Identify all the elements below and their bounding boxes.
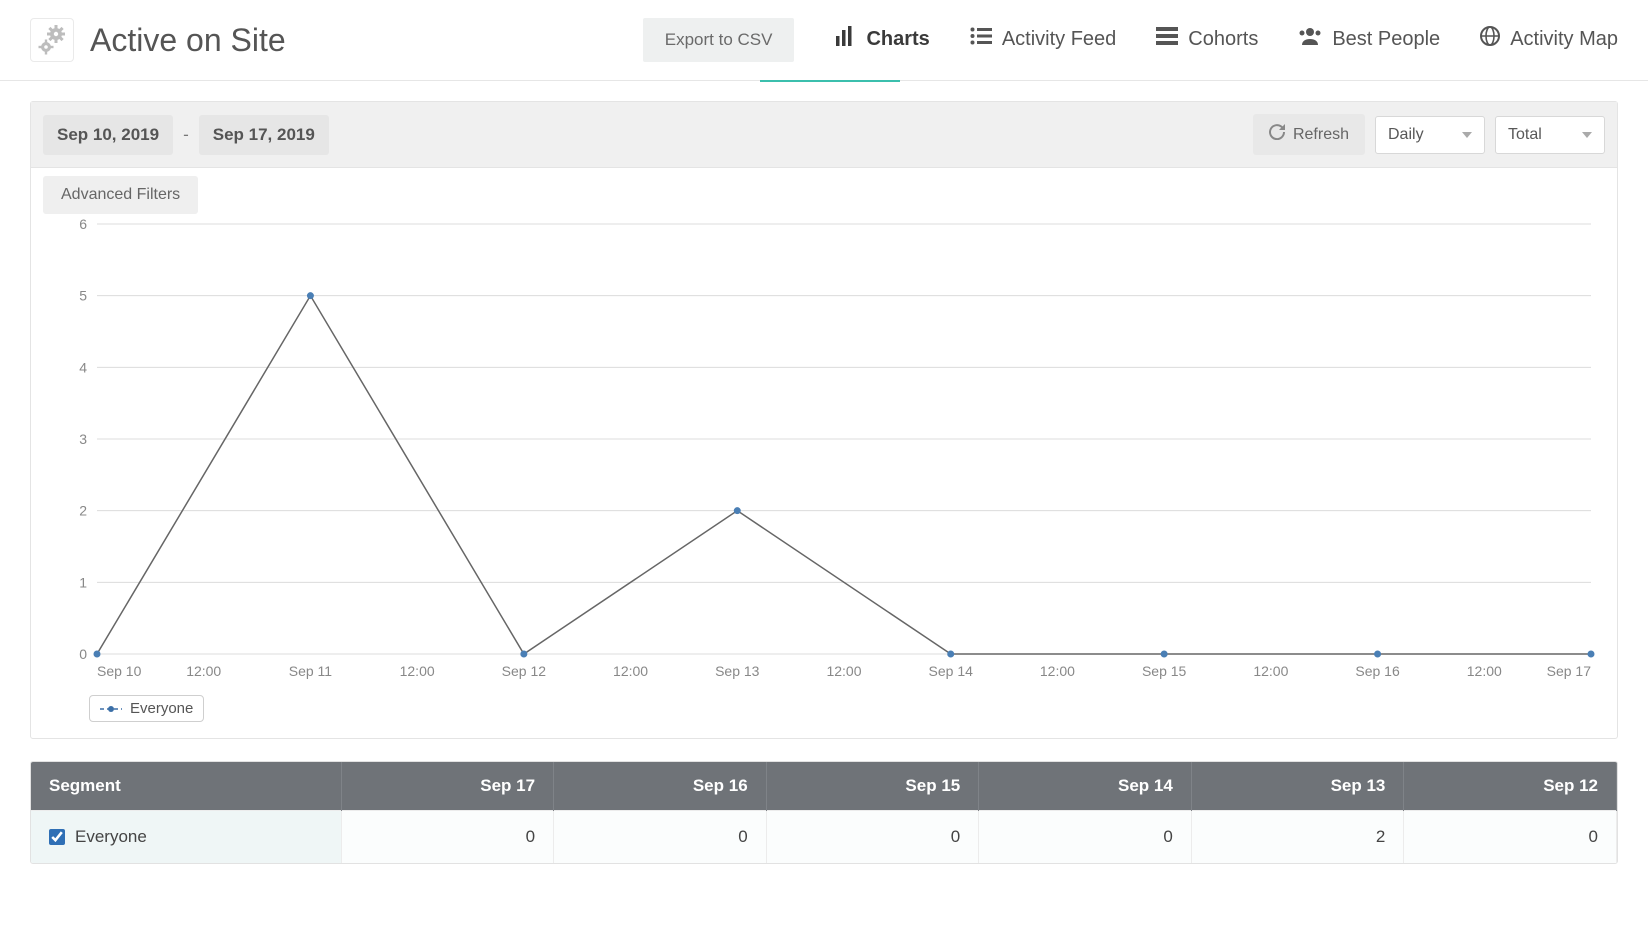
svg-text:Sep 12: Sep 12 [502, 663, 547, 679]
people-icon [1298, 27, 1322, 51]
svg-text:4: 4 [79, 359, 87, 375]
table-column-header[interactable]: Sep 12 [1404, 762, 1617, 811]
value-cell: 0 [554, 811, 767, 864]
value-cell: 0 [341, 811, 554, 864]
refresh-icon [1269, 124, 1285, 145]
chart-legend[interactable]: Everyone [89, 695, 204, 722]
value-cell: 2 [1191, 811, 1404, 864]
svg-text:Sep 10: Sep 10 [97, 663, 142, 679]
svg-text:12:00: 12:00 [1040, 663, 1075, 679]
svg-text:1: 1 [79, 574, 87, 590]
top-nav: Export to CSV Charts Activity Feed Cohor… [643, 18, 1618, 62]
legend-label: Everyone [130, 700, 193, 717]
svg-text:Sep 15: Sep 15 [1142, 663, 1187, 679]
nav-tab-activity-map[interactable]: Activity Map [1480, 26, 1618, 54]
svg-text:12:00: 12:00 [400, 663, 435, 679]
nav-tab-activity-feed[interactable]: Activity Feed [970, 27, 1116, 53]
date-range-separator: - [173, 125, 199, 145]
table-column-header[interactable]: Sep 13 [1191, 762, 1404, 811]
table-column-header[interactable]: Sep 16 [554, 762, 767, 811]
export-csv-button[interactable]: Export to CSV [643, 18, 795, 62]
list-icon [970, 27, 992, 51]
gears-icon [30, 18, 74, 62]
nav-label: Cohorts [1188, 28, 1258, 51]
chart-card: Sep 10, 2019 - Sep 17, 2019 Refresh Dail… [30, 101, 1618, 739]
date-start-chip[interactable]: Sep 10, 2019 [43, 115, 173, 155]
svg-text:0: 0 [79, 646, 87, 662]
nav-tab-charts[interactable]: Charts [834, 26, 929, 54]
svg-text:12:00: 12:00 [1467, 663, 1502, 679]
page-header: Active on Site Export to CSV Charts Acti… [0, 0, 1648, 81]
svg-text:12:00: 12:00 [826, 663, 861, 679]
svg-text:Sep 14: Sep 14 [929, 663, 974, 679]
svg-text:6: 6 [79, 216, 87, 232]
nav-label: Charts [866, 28, 929, 51]
bar-chart-icon [834, 26, 856, 52]
svg-text:3: 3 [79, 431, 87, 447]
date-end-chip[interactable]: Sep 17, 2019 [199, 115, 329, 155]
interval-value: Daily [1388, 126, 1424, 144]
segment-checkbox[interactable] [49, 829, 65, 845]
segment-cell: Everyone [31, 811, 341, 864]
svg-text:Sep 11: Sep 11 [289, 663, 333, 679]
nav-tab-cohorts[interactable]: Cohorts [1156, 27, 1258, 53]
nav-label: Activity Map [1510, 28, 1618, 51]
svg-text:Sep 13: Sep 13 [715, 663, 760, 679]
segment-table: SegmentSep 17Sep 16Sep 15Sep 14Sep 13Sep… [30, 761, 1618, 864]
svg-text:Sep 17: Sep 17 [1547, 663, 1592, 679]
page-title: Active on Site [90, 22, 286, 59]
table-header-row: SegmentSep 17Sep 16Sep 15Sep 14Sep 13Sep… [31, 762, 1617, 811]
svg-text:5: 5 [79, 288, 87, 304]
legend-marker-icon [100, 704, 122, 714]
nav-label: Activity Feed [1002, 28, 1116, 51]
value-cell: 0 [766, 811, 979, 864]
table-column-header[interactable]: Sep 17 [341, 762, 554, 811]
line-chart: 0 1 2 3 4 5 6 Sep 10 12:00 Sep 11 12:00 Sep 12 12:00… [47, 214, 1601, 684]
table-row: Everyone000020 [31, 811, 1617, 864]
table-column-header[interactable]: Segment [31, 762, 341, 811]
nav-label: Best People [1332, 28, 1440, 51]
aggregate-select[interactable]: Total [1495, 116, 1605, 154]
refresh-button[interactable]: Refresh [1253, 114, 1365, 155]
layers-icon [1156, 27, 1178, 51]
chart-toolbar: Sep 10, 2019 - Sep 17, 2019 Refresh Dail… [31, 102, 1617, 168]
svg-text:12:00: 12:00 [613, 663, 648, 679]
globe-icon [1480, 26, 1500, 52]
advanced-filters-button[interactable]: Advanced Filters [43, 176, 198, 214]
table-column-header[interactable]: Sep 14 [979, 762, 1192, 811]
svg-text:12:00: 12:00 [186, 663, 221, 679]
aggregate-value: Total [1508, 126, 1542, 144]
table-column-header[interactable]: Sep 15 [766, 762, 979, 811]
chevron-down-icon [1462, 132, 1472, 138]
nav-tab-best-people[interactable]: Best People [1298, 27, 1440, 53]
svg-text:2: 2 [79, 503, 87, 519]
svg-text:Sep 16: Sep 16 [1355, 663, 1400, 679]
active-tab-underline [760, 80, 900, 82]
value-cell: 0 [1404, 811, 1617, 864]
chevron-down-icon [1582, 132, 1592, 138]
segment-label: Everyone [75, 827, 147, 847]
value-cell: 0 [979, 811, 1192, 864]
interval-select[interactable]: Daily [1375, 116, 1485, 154]
refresh-label: Refresh [1293, 126, 1349, 144]
svg-text:12:00: 12:00 [1253, 663, 1288, 679]
